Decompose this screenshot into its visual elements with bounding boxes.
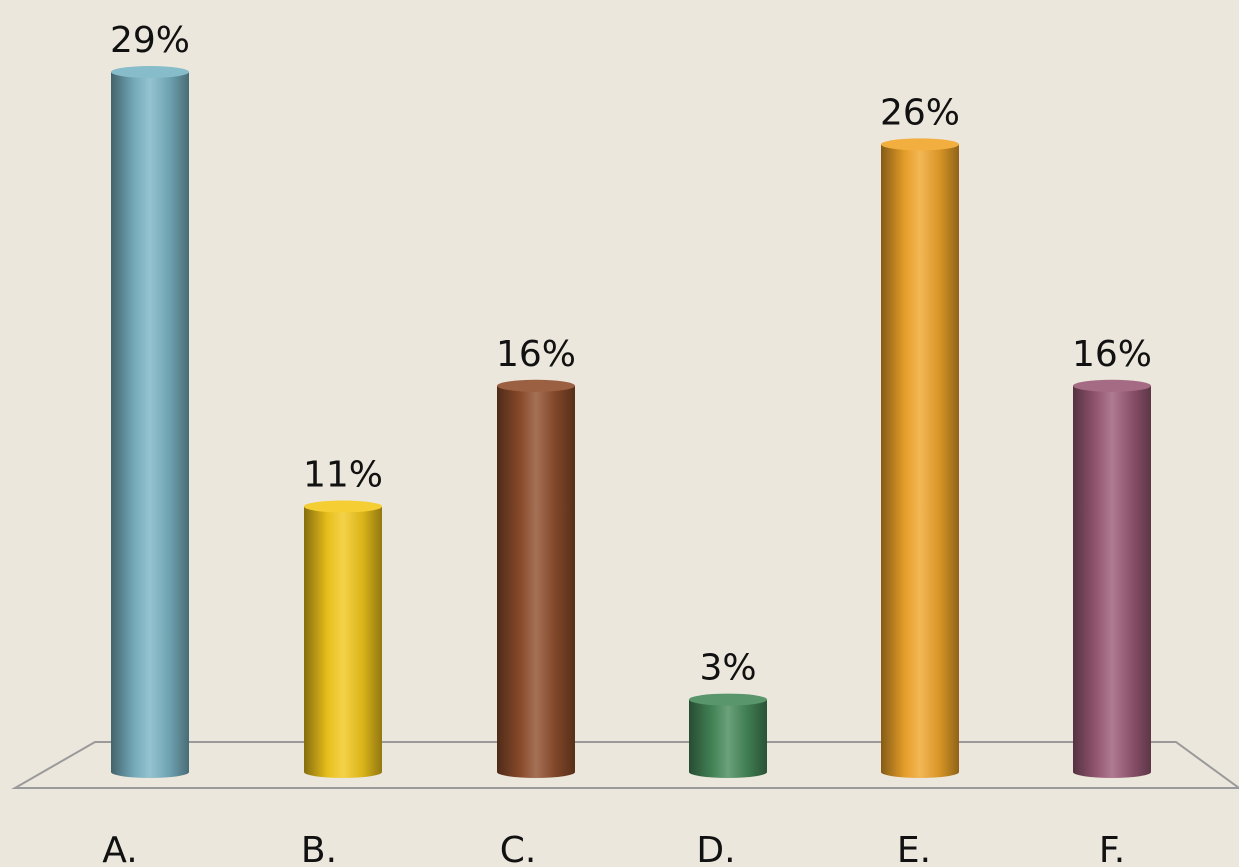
bar-body <box>497 385 575 778</box>
category-label: E. <box>897 830 931 867</box>
bar-d <box>689 693 767 778</box>
bar-cap <box>881 138 959 151</box>
bar-e <box>881 138 959 778</box>
bar-cap <box>1073 379 1151 392</box>
bar-cap <box>497 379 575 392</box>
bar-body <box>1073 385 1151 778</box>
bar-body <box>304 506 382 778</box>
category-label: C. <box>500 830 537 867</box>
value-label: 3% <box>699 648 756 689</box>
category-label: B. <box>301 830 337 867</box>
value-label: 26% <box>880 92 960 133</box>
bar-body <box>111 72 189 778</box>
bar-c <box>497 379 575 778</box>
value-label: 16% <box>496 334 576 375</box>
bar-body <box>881 144 959 778</box>
bar-body <box>689 699 767 778</box>
value-label: 16% <box>1072 334 1152 375</box>
value-label: 29% <box>110 20 190 61</box>
value-labels: 29% 11% 16% 3% 26% 16% <box>110 20 1152 689</box>
value-label: 11% <box>303 454 383 495</box>
bar-cap <box>689 693 767 706</box>
category-labels: A. B. C. D. E. F. <box>102 830 1125 867</box>
bar-cap <box>111 66 189 78</box>
category-label: F. <box>1099 830 1125 867</box>
bar-a <box>111 66 189 778</box>
chart-floor <box>11 741 1239 789</box>
category-label: A. <box>102 830 137 867</box>
category-label: D. <box>696 830 735 867</box>
bars <box>111 66 1151 778</box>
bar-b <box>304 500 382 778</box>
bar-cap <box>304 500 382 513</box>
bar-f <box>1073 379 1151 778</box>
